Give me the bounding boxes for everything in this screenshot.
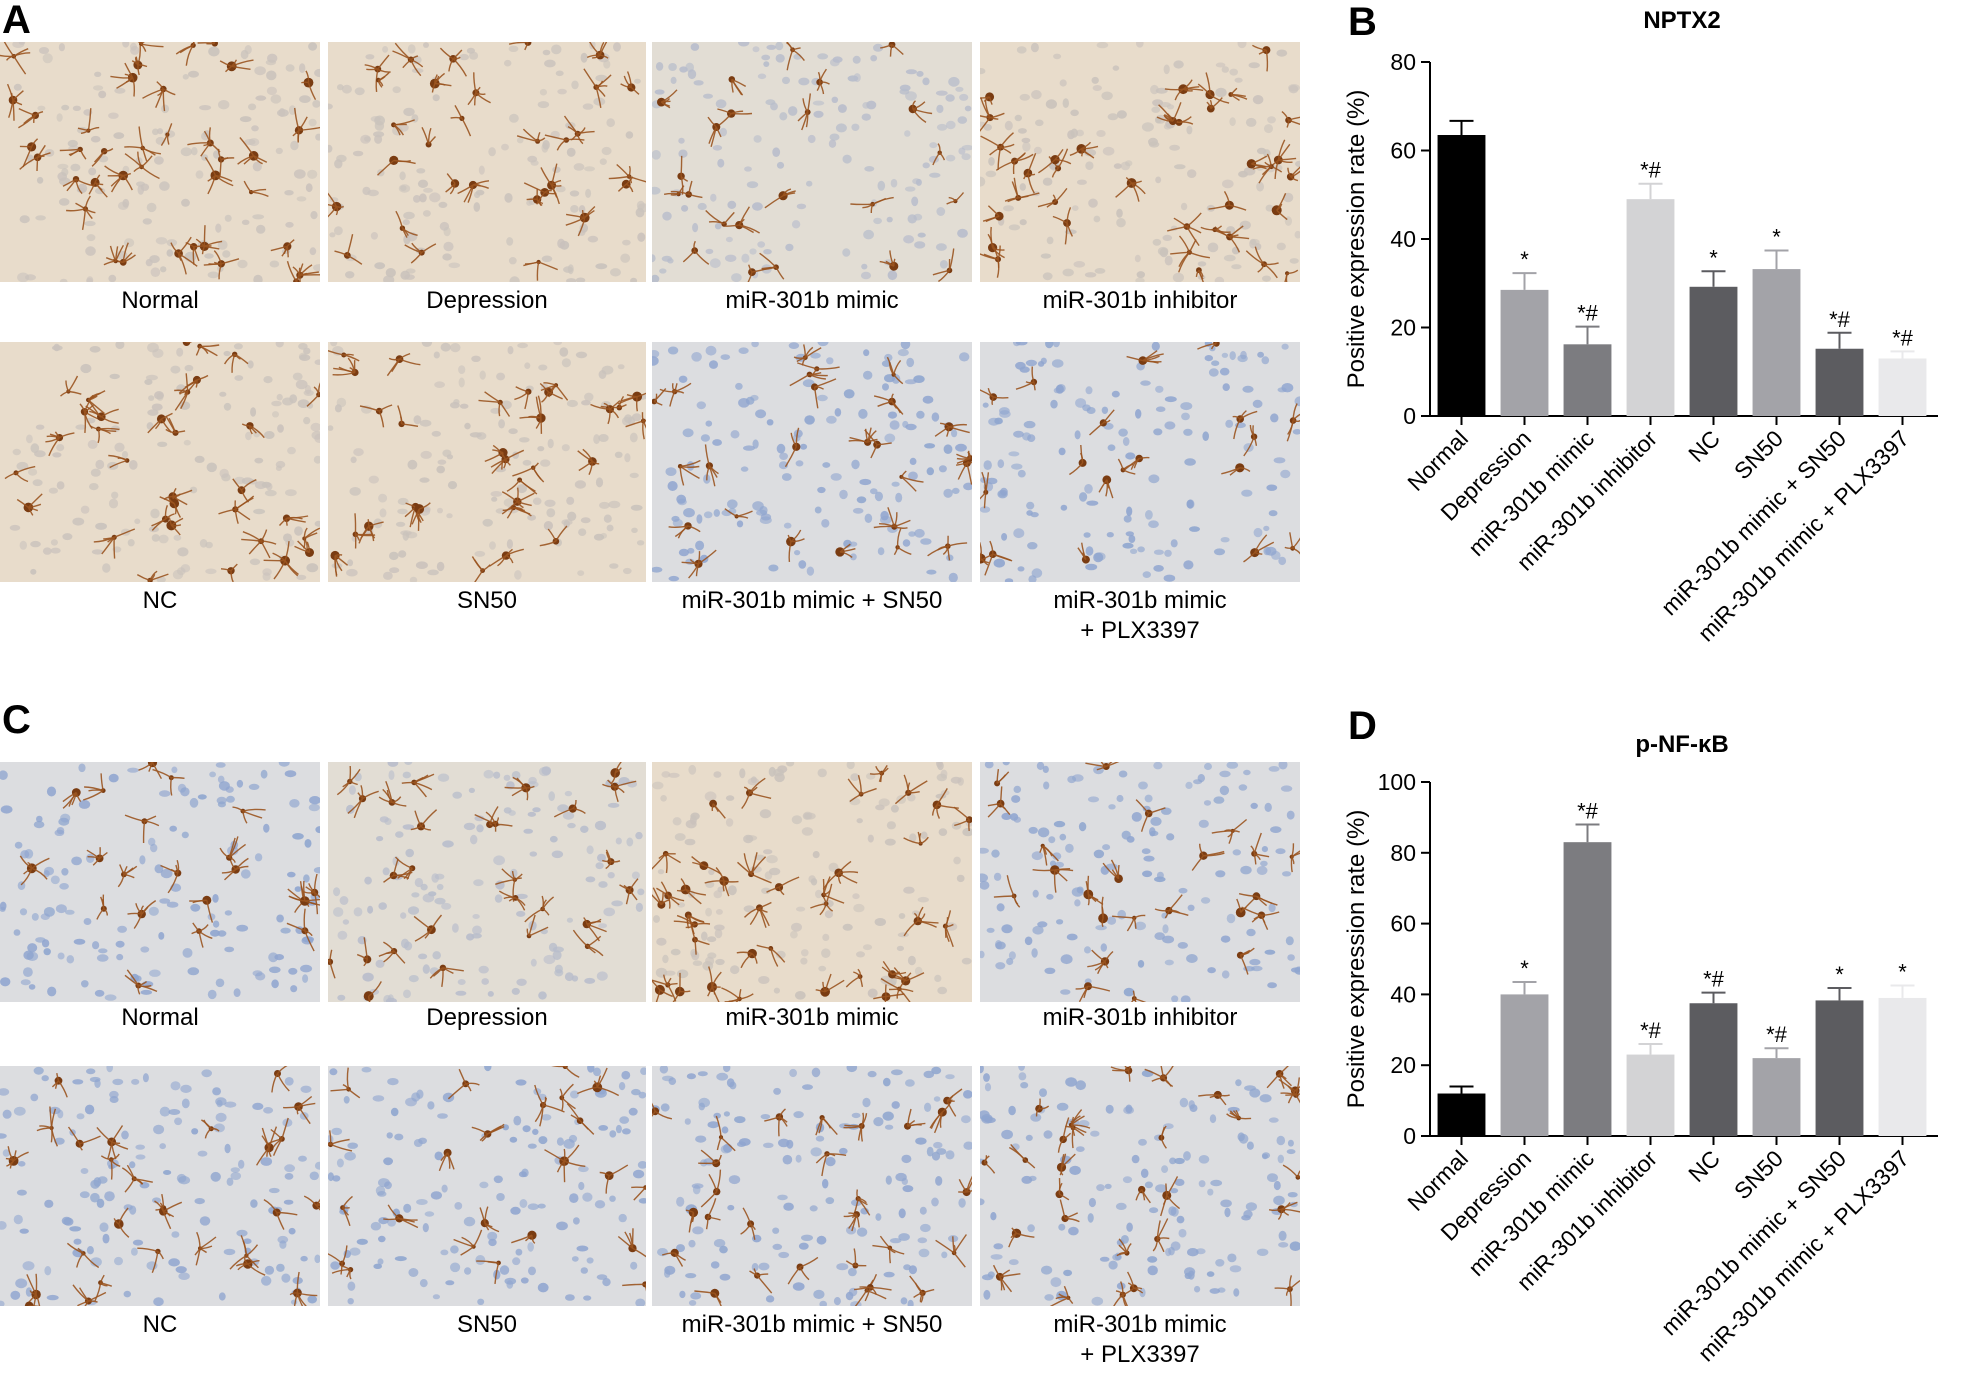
micrograph-label-sn50: SN50 — [456, 1311, 518, 1338]
chart-title: NPTX2 — [1643, 7, 1720, 34]
bar-3 — [1626, 1054, 1675, 1136]
bar-0 — [1437, 135, 1486, 416]
micrograph-label-mir-301b-inhibitor: miR-301b inhibitor — [1042, 1004, 1238, 1031]
micrograph-nc — [0, 1066, 320, 1306]
micrograph-label-normal: Normal — [121, 287, 199, 314]
significance-mark-7: * — [1898, 960, 1907, 985]
micrograph-label-nc: NC — [142, 1311, 178, 1338]
significance-mark-7: *# — [1892, 325, 1914, 350]
significance-mark-6: * — [1835, 962, 1844, 987]
micrograph-mir-301b-mimic-plx3397 — [980, 1066, 1300, 1306]
p-nfkb-bar-chart: p-NF-κB Positive expression rate (%) 0 20 40… — [1343, 731, 1938, 1366]
bar-2 — [1563, 842, 1612, 1136]
micrograph-label-normal: Normal — [121, 1004, 199, 1031]
significance-mark-3: *# — [1640, 158, 1662, 183]
micrograph-mir-301b-inhibitor — [980, 42, 1300, 282]
micrograph-label-depression: Depression — [426, 1004, 548, 1031]
nptx2-bar-chart: NPTX2 Positive expression rate (%) 0 20 40 60… — [1343, 7, 1938, 646]
bar-4 — [1689, 1003, 1738, 1136]
significance-mark-2: *# — [1577, 301, 1599, 326]
x-tick-label-4: NC — [1683, 1145, 1725, 1187]
significance-mark-4: *# — [1703, 967, 1725, 992]
micrograph-sn50 — [328, 1066, 646, 1306]
y-tick-label: 60 — [1390, 138, 1416, 164]
micrograph-nc — [0, 342, 320, 582]
micrograph-depression — [328, 42, 646, 282]
micrograph-mir-301b-mimic — [652, 42, 972, 282]
micrograph-label-mir-301b-mimic-sn50: miR-301b mimic + SN50 — [681, 587, 943, 614]
y-tick-label: 60 — [1390, 911, 1416, 937]
chart-title: p-NF-κB — [1635, 731, 1728, 758]
micrograph-mir-301b-mimic-sn50 — [652, 342, 972, 582]
significance-mark-4: * — [1709, 245, 1718, 270]
bar-7 — [1878, 997, 1927, 1136]
significance-mark-2: *# — [1577, 798, 1599, 823]
bar-7 — [1878, 358, 1927, 416]
y-tick-label: 40 — [1390, 981, 1416, 1007]
micrograph-label-depression: Depression — [426, 287, 548, 314]
significance-mark-5: *# — [1766, 1022, 1788, 1047]
panel-letter-b: B — [1348, 0, 1377, 44]
y-tick-label: 40 — [1390, 226, 1416, 252]
bar-6 — [1815, 1000, 1864, 1136]
bar-3 — [1626, 199, 1675, 416]
y-tick-label: 20 — [1390, 1052, 1416, 1078]
y-tick-label: 80 — [1390, 49, 1416, 75]
micrograph-mir-301b-mimic-sn50 — [652, 1066, 972, 1306]
x-tick-label-4: NC — [1683, 425, 1725, 467]
panel-letter-d: D — [1348, 704, 1377, 748]
micrograph-label-mir-301b-mimic: miR-301b mimic — [725, 287, 899, 314]
micrograph-label-mir-301b-inhibitor: miR-301b inhibitor — [1042, 287, 1238, 314]
bar-1 — [1500, 994, 1549, 1136]
significance-mark-6: *# — [1829, 307, 1851, 332]
micrograph-normal — [0, 762, 320, 1002]
bar-5 — [1752, 1058, 1801, 1136]
micrograph-label-mir-301b-mimic: miR-301b mimic — [725, 1004, 899, 1031]
micrograph-normal — [0, 42, 320, 282]
micrograph-grid-c: Normal Depression miR-301b mimic miR-301b i… — [0, 762, 1300, 1368]
micrograph-label-mir-301b-mimic-plx3397: miR-301b mimic + PLX3397 — [1053, 587, 1227, 644]
x-tick-label-5: SN50 — [1729, 1145, 1788, 1204]
bar-4 — [1689, 286, 1738, 416]
x-tick-label-5: SN50 — [1729, 425, 1788, 484]
y-tick-label: 100 — [1378, 769, 1416, 795]
micrograph-label-sn50: SN50 — [456, 587, 518, 614]
y-axis-label: Positive expression rate (%) — [1343, 90, 1370, 389]
panel-letter-a: A — [2, 0, 31, 42]
significance-mark-5: * — [1772, 225, 1781, 250]
y-tick-label: 80 — [1390, 840, 1416, 866]
micrograph-mir-301b-mimic-plx3397 — [980, 342, 1300, 582]
micrograph-label-nc: NC — [142, 587, 178, 614]
significance-mark-1: * — [1520, 956, 1529, 981]
micrograph-label-mir-301b-mimic-plx3397: miR-301b mimic + PLX3397 — [1053, 1311, 1227, 1368]
y-axis-label: Positive expression rate (%) — [1343, 810, 1370, 1109]
micrograph-grid-a: Normal Depression miR-301b mimic miR-301b i… — [0, 0, 1300, 660]
bar-5 — [1752, 269, 1801, 416]
bar-0 — [1437, 1093, 1486, 1136]
micrograph-mir-301b-inhibitor — [980, 762, 1300, 1002]
bar-6 — [1815, 348, 1864, 416]
significance-mark-3: *# — [1640, 1018, 1662, 1043]
bar-1 — [1500, 289, 1549, 416]
micrograph-mir-301b-mimic — [652, 762, 972, 1002]
micrograph-sn50 — [328, 342, 646, 582]
y-tick-label: 0 — [1403, 1123, 1416, 1149]
bar-2 — [1563, 344, 1612, 416]
significance-mark-1: * — [1520, 247, 1529, 272]
micrograph-depression — [328, 762, 646, 1002]
y-tick-label: 20 — [1390, 315, 1416, 341]
panel-letter-c: C — [2, 698, 31, 742]
y-tick-label: 0 — [1403, 403, 1416, 429]
micrograph-label-mir-301b-mimic-sn50: miR-301b mimic + SN50 — [681, 1311, 943, 1338]
